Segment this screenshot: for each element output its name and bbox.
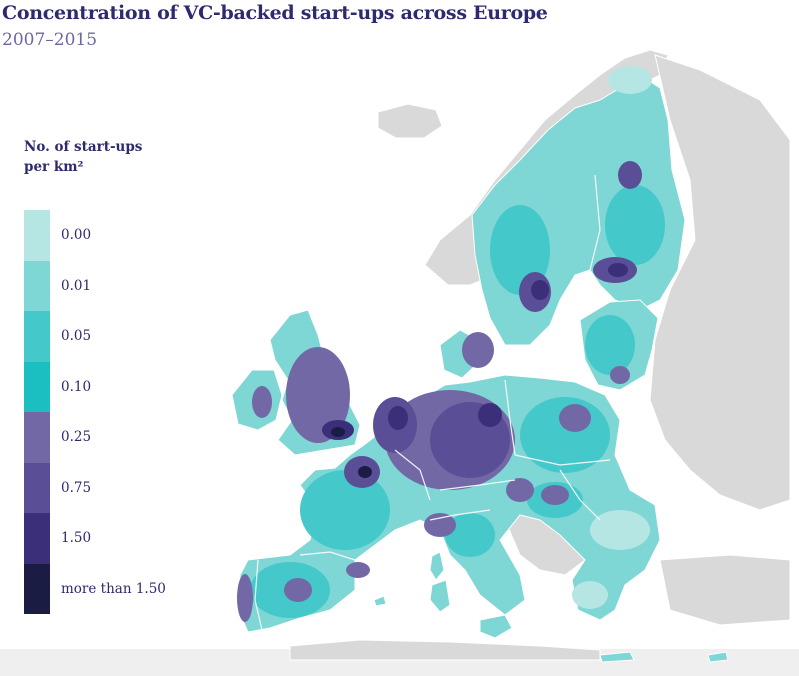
legend-title-line2: per km²	[24, 159, 84, 175]
border-balkans	[559, 469, 601, 521]
border-spain-france	[299, 551, 356, 561]
border-poland-south	[514, 454, 611, 466]
russia-east-land	[649, 54, 791, 511]
turkey-land	[659, 554, 791, 626]
core-amsterdam	[388, 406, 408, 430]
legend-swatch	[24, 361, 50, 412]
high-density-vienna	[506, 478, 534, 502]
legend-item: 0.05	[24, 311, 224, 362]
high-density-portugal	[237, 574, 253, 622]
chart-title: Concentration of VC-backed start-ups acr…	[2, 2, 548, 24]
core-stockholm	[531, 280, 549, 300]
legend-title-line1: No. of start-ups	[24, 139, 143, 155]
legend-item: more than 1.50	[24, 563, 224, 614]
legend-swatch	[24, 462, 50, 513]
legend-label: 0.01	[61, 277, 92, 294]
border-germany-austria	[439, 479, 516, 491]
legend-item: 0.75	[24, 462, 224, 513]
legend-label: 0.05	[61, 328, 92, 344]
legend-title: No. of start-ups per km²	[24, 137, 174, 177]
legend: 0.00 0.01 0.05 0.10 0.25 0.75 1.50 more than 1.…	[24, 210, 224, 614]
legend-label: more than 1.50	[61, 580, 166, 597]
mallorca-land	[373, 595, 387, 607]
north-africa-land	[289, 639, 601, 661]
low-density-romania	[590, 510, 650, 550]
sicily-land	[479, 614, 513, 639]
legend-label: 0.10	[61, 378, 92, 395]
border-spain-portugal	[254, 559, 263, 631]
legend-swatch	[24, 563, 50, 614]
legend-item: 0.25	[24, 412, 224, 463]
country-borders	[254, 174, 611, 631]
high-density-madrid	[284, 578, 312, 602]
high-density-denmark	[462, 332, 494, 368]
legend-swatch	[24, 260, 50, 311]
border-sweden-finland	[589, 174, 601, 271]
border-italy-alps	[429, 509, 491, 521]
legend-label: 0.75	[61, 479, 92, 496]
iceland-land	[377, 103, 443, 139]
core-berlin	[478, 403, 502, 427]
legend-item: 0.00	[24, 210, 224, 261]
legend-item: 1.50	[24, 513, 224, 564]
legend-swatch	[24, 311, 50, 362]
chart-subtitle: 2007–2015	[2, 30, 98, 50]
high-density-riga	[610, 366, 630, 384]
low-density-greece	[572, 581, 608, 609]
legend-label: 0.25	[61, 429, 92, 445]
border-germany-poland	[504, 379, 516, 456]
corsica-land	[429, 551, 445, 581]
core-london-inner	[331, 427, 345, 437]
low-density-lapland	[608, 66, 652, 94]
high-density-oulu	[618, 161, 642, 189]
legend-swatch	[24, 412, 50, 463]
high-density-barcelona	[346, 562, 370, 578]
mid-density-italy	[445, 513, 495, 557]
high-density-ireland	[252, 386, 272, 418]
core-paris	[358, 466, 372, 478]
border-france-germany	[394, 449, 431, 501]
high-density-milan	[424, 513, 456, 537]
crete-land	[599, 651, 635, 663]
legend-swatch	[24, 513, 50, 564]
mid-density-france	[300, 470, 390, 550]
sardinia-land	[429, 579, 451, 613]
legend-item: 0.10	[24, 361, 224, 412]
legend-item: 0.01	[24, 260, 224, 311]
legend-swatch	[24, 210, 50, 261]
cyprus-land	[707, 651, 729, 663]
mid-density-baltics	[585, 315, 635, 375]
legend-label: 1.50	[61, 530, 92, 546]
legend-label: 0.00	[61, 227, 92, 243]
high-density-warsaw	[559, 404, 591, 432]
mid-density-finland	[605, 185, 665, 265]
core-helsinki	[608, 263, 628, 277]
high-density-budapest	[541, 485, 569, 505]
high-density-uk	[286, 347, 350, 443]
concentration-layer	[237, 66, 665, 622]
